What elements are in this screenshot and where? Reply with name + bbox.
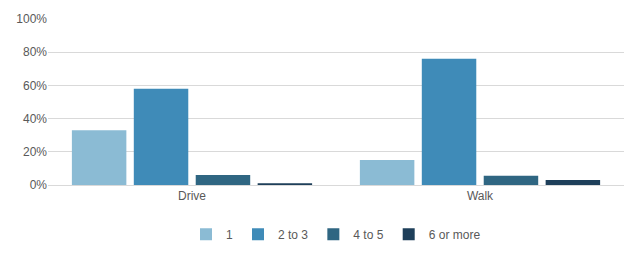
svg-text:40%: 40% xyxy=(23,112,47,126)
svg-text:Walk: Walk xyxy=(467,189,494,203)
svg-text:60%: 60% xyxy=(23,79,47,93)
svg-text:4 to 5: 4 to 5 xyxy=(353,228,383,242)
svg-text:2 to 3: 2 to 3 xyxy=(278,228,308,242)
svg-text:0%: 0% xyxy=(30,178,48,192)
svg-text:1: 1 xyxy=(226,228,233,242)
svg-text:100%: 100% xyxy=(16,12,47,26)
svg-text:Drive: Drive xyxy=(178,189,206,203)
svg-text:80%: 80% xyxy=(23,45,47,59)
svg-text:20%: 20% xyxy=(23,145,47,159)
svg-text:6 or more: 6 or more xyxy=(429,228,481,242)
